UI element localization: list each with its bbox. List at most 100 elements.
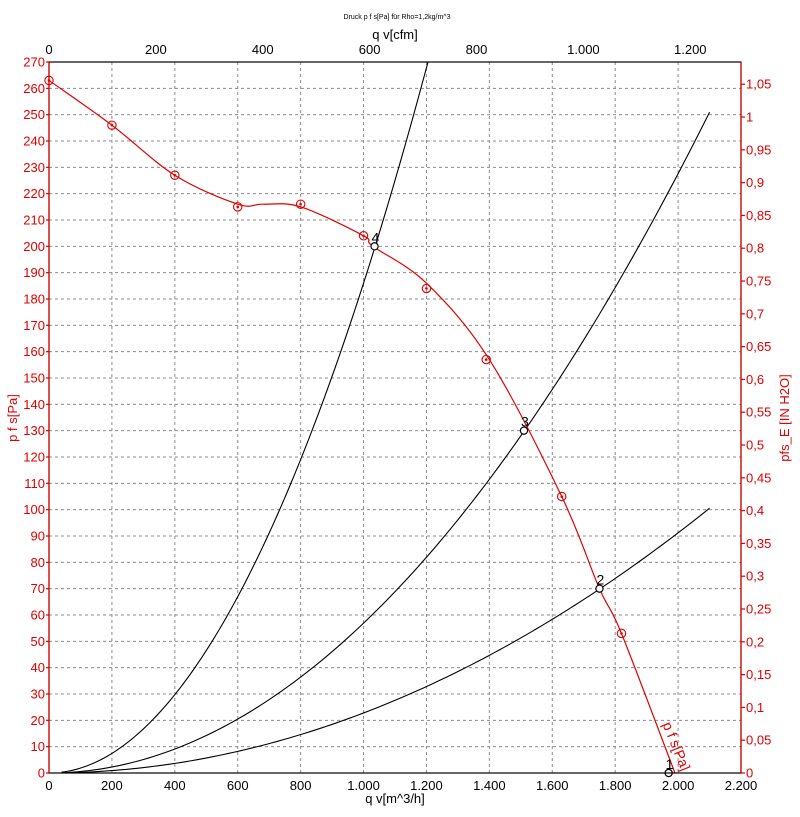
x2-tick-label: 800 [466, 42, 488, 57]
fan-curve-marker [232, 202, 243, 212]
operating-point-3 [519, 426, 529, 435]
system-curve-2 [61, 111, 711, 774]
x-tick-label: 2.000 [662, 778, 695, 793]
marker-dot [560, 495, 564, 498]
y-tick-label: 140 [23, 397, 45, 412]
x2-tick-label: 0 [45, 42, 52, 57]
y-tick-label: 10 [31, 739, 45, 754]
grid [49, 62, 741, 773]
y-tick-label: 220 [23, 186, 45, 201]
marker-dot [299, 202, 302, 206]
y2-tick-label: 0,8 [746, 241, 764, 256]
x-tick-label: 1.200 [410, 778, 443, 793]
x2-tick-label: 1.000 [567, 42, 600, 57]
x-tick-label: 800 [290, 778, 312, 793]
marker-ring [295, 199, 306, 209]
operating-point-label: 1 [666, 756, 674, 772]
marker-ring [358, 231, 369, 241]
y-tick-label: 110 [24, 476, 45, 491]
system-curve-3 [61, 507, 710, 774]
marker-dot [484, 358, 488, 361]
y2-tick-label: 0,5 [746, 438, 764, 453]
y2-tick-label: 1 [746, 110, 753, 125]
curves [48, 61, 711, 774]
marker-ring [107, 120, 117, 130]
y2-tick-label: 0,25 [746, 602, 771, 617]
x-tick-label: 1.800 [599, 778, 632, 793]
marker-ring [556, 491, 567, 502]
y-tick-label: 0 [38, 766, 45, 781]
top-x-axis-title: q v[cfm] [372, 27, 418, 42]
operating-point-label: 4 [372, 229, 380, 245]
x-tick-label: 1.000 [347, 778, 380, 793]
plot-frame [48, 61, 742, 774]
y-tick-label: 130 [23, 423, 45, 438]
fan-curve [48, 79, 676, 774]
y2-tick-label: 0,35 [746, 536, 771, 551]
x-tick-label: 200 [101, 778, 123, 793]
y-tick-label: 160 [23, 344, 45, 359]
y-tick-label: 240 [23, 134, 45, 149]
y2-tick-label: 0,65 [746, 339, 771, 354]
y-tick-label: 100 [23, 502, 45, 517]
y2-tick-label: 0,45 [746, 470, 771, 485]
y-tick-label: 180 [23, 292, 45, 307]
x-tick-label: 400 [164, 778, 186, 793]
x-tick-label: 1.600 [536, 778, 569, 793]
fan-curve-marker [358, 231, 369, 241]
y-tick-label: 190 [23, 265, 45, 280]
y-tick-label: 80 [31, 555, 45, 570]
marker-dot [362, 234, 365, 238]
chart-title: Druck p f s[Pa] für Rho=1,2kg/m^3 [344, 14, 451, 21]
marker-dot [425, 287, 428, 290]
fan-curve-marker [295, 199, 306, 209]
bottom-x-axis-title: q v[m^3/h] [365, 791, 425, 806]
x2-tick-label: 400 [252, 42, 274, 57]
y-tick-label: 40 [31, 660, 45, 675]
marker-ring [170, 170, 180, 180]
marker-dot [173, 173, 177, 177]
y-tick-label: 60 [31, 608, 45, 623]
fan-curve-marker [556, 491, 567, 502]
x-tick-label: 2.200 [725, 778, 758, 793]
system-curve-1 [61, 61, 429, 773]
y-tick-label: 210 [23, 213, 45, 228]
y2-tick-label: 0,7 [746, 306, 764, 321]
operating-point-label: 2 [596, 572, 604, 588]
x-tick-label: 0 [45, 778, 52, 793]
y2-tick-label: 0,9 [746, 175, 764, 190]
y-tick-label: 150 [23, 371, 45, 386]
y-tick-label: 120 [23, 450, 45, 465]
y-tick-label: 230 [23, 160, 45, 175]
marker-ring [421, 283, 432, 294]
y-tick-label: 70 [31, 581, 45, 596]
x2-tick-label: 200 [145, 42, 167, 57]
operating-points: 1 2 3 4 [370, 229, 674, 778]
marker-dot [236, 205, 240, 209]
marker-ring [232, 202, 243, 212]
y2-tick-label: 0 [746, 766, 753, 781]
tick-labels: 0 200 400 600 800 1.000 1.200 1.400 1.600 1.800 2.… [23, 42, 771, 793]
y2-tick-label: 0,95 [746, 142, 771, 157]
y2-tick-label: 0,75 [746, 274, 771, 289]
y-tick-label: 50 [31, 634, 45, 649]
y-tick-label: 30 [31, 687, 45, 702]
y-tick-label: 90 [31, 529, 45, 544]
y2-tick-label: 0,05 [746, 733, 771, 748]
y2-tick-label: 0,6 [746, 372, 764, 387]
x-tick-label: 1.400 [473, 778, 506, 793]
left-y-axis-title: p f s[Pa] [5, 394, 20, 442]
operating-point-4 [370, 242, 379, 251]
marker-ring [616, 628, 627, 639]
y-tick-label: 200 [23, 239, 45, 254]
x2-tick-label: 600 [359, 42, 381, 57]
operating-point-2 [595, 584, 604, 593]
y-tick-label: 250 [23, 107, 45, 122]
fan-curve-marker [170, 170, 180, 180]
operating-point-label: 3 [521, 414, 529, 430]
marker-dot [110, 123, 114, 127]
y2-tick-label: 0,4 [746, 503, 764, 518]
fan-curve-marker [481, 354, 491, 365]
y2-tick-label: 0,2 [746, 634, 764, 649]
